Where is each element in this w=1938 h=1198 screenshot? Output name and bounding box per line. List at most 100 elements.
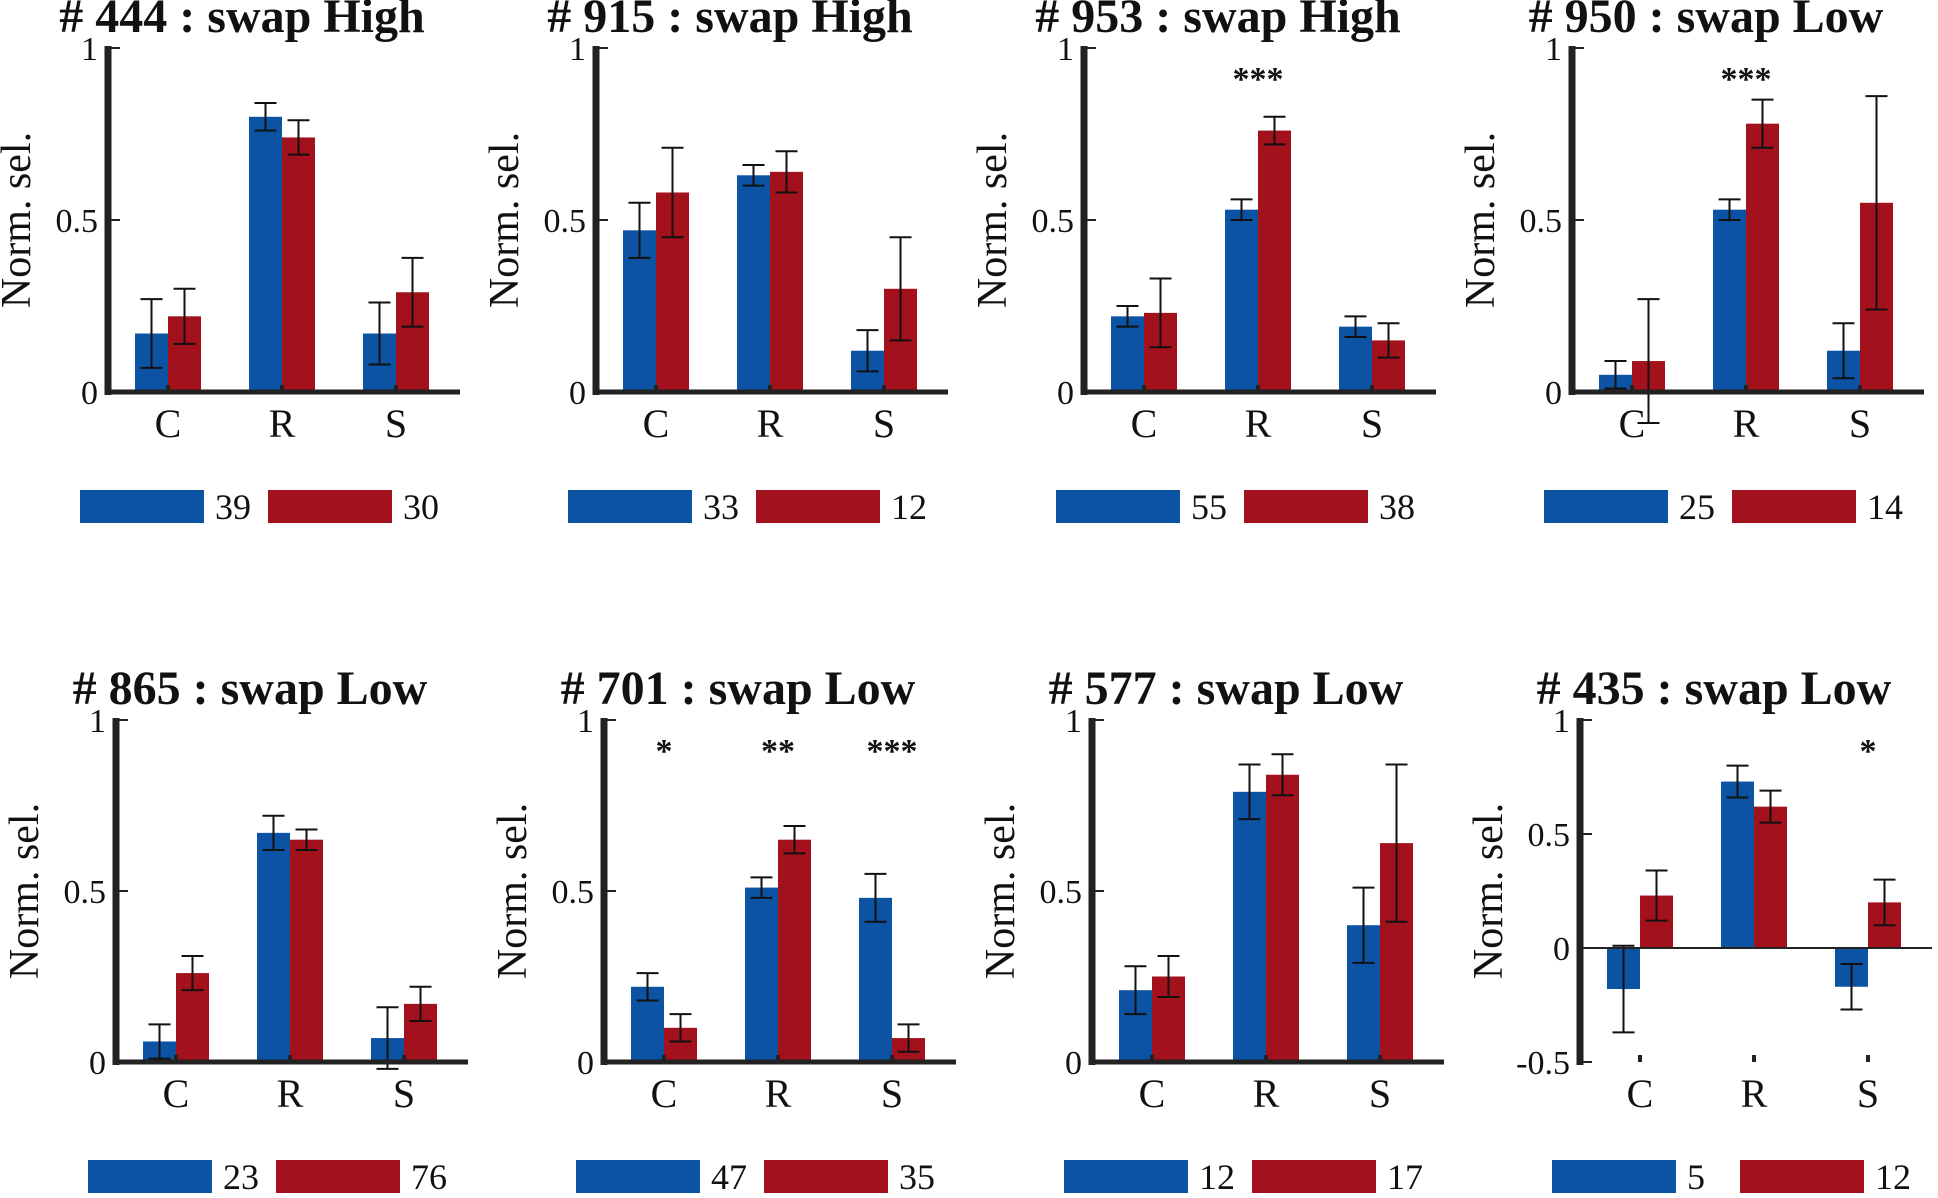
significance-stars: ** [761, 733, 795, 770]
y-tick-label: 1 [89, 703, 106, 740]
y-tick-label: 0.5 [64, 874, 107, 911]
legend-count-blue: 33 [703, 487, 739, 527]
y-tick-label: 1 [1545, 31, 1562, 68]
y-tick-label: 1 [569, 31, 586, 68]
legend-count-red: 30 [403, 487, 439, 527]
x-category-label: S [385, 401, 407, 446]
x-category-label: R [277, 1071, 304, 1116]
y-tick-label: 0 [1545, 375, 1562, 412]
x-category-label: S [1361, 401, 1383, 446]
bar-blue-R [1713, 209, 1746, 392]
x-category-label: C [643, 401, 670, 446]
x-category-label: S [873, 401, 895, 446]
legend-count-red: 12 [891, 487, 927, 527]
bar-blue-R [1721, 781, 1754, 948]
y-tick-label: 0.5 [1520, 203, 1563, 240]
y-tick-label: -0.5 [1516, 1045, 1570, 1082]
significance-stars: *** [867, 733, 918, 770]
y-tick-label: 0.5 [552, 874, 595, 911]
y-tick-label: 0.5 [1528, 817, 1571, 854]
y-tick-label: 1 [1057, 31, 1074, 68]
chart-panel-0: # 444 : swap High Norm. sel. 0 0.5 1 C R S 39 30 [0, 0, 460, 527]
chart-panel-7: # 435 : swap Low Norm. sel. -0.5 0 0.5 1 C R S * 5… [1466, 662, 1932, 1197]
chart-title: # 435 : swap Low [1537, 662, 1892, 715]
legend-swatch-red [1244, 490, 1368, 523]
legend-swatch-red [1732, 490, 1856, 523]
bar-blue-R [257, 832, 290, 1062]
bar-red-R [1266, 774, 1299, 1062]
legend-count-blue: 47 [711, 1157, 747, 1197]
legend-swatch-red [756, 490, 880, 523]
y-axis-label: Norm. sel. [2, 803, 48, 979]
x-category-label: S [1369, 1071, 1391, 1116]
bar-red-R [1746, 123, 1779, 393]
bar-blue-R [737, 175, 770, 392]
legend-count-blue: 25 [1679, 487, 1715, 527]
legend-swatch-blue [88, 1160, 212, 1193]
legend-count-red: 38 [1379, 487, 1415, 527]
legend-count-red: 35 [899, 1157, 935, 1197]
chart-panel-4: # 865 : swap Low Norm. sel. 0 0.5 1 C R S 23 76 [2, 662, 468, 1197]
legend-swatch-blue [1064, 1160, 1188, 1193]
y-tick-label: 0.5 [544, 203, 587, 240]
x-category-label: R [1253, 1071, 1280, 1116]
legend-swatch-red [268, 490, 392, 523]
y-axis-label: Norm. sel. [482, 132, 528, 308]
legend-swatch-blue [80, 490, 204, 523]
x-category-label: C [651, 1071, 678, 1116]
y-tick-label: 0 [1057, 375, 1074, 412]
legend-swatch-blue [1544, 490, 1668, 523]
x-category-label: S [1849, 401, 1871, 446]
x-category-label: R [765, 1071, 792, 1116]
bar-blue-R [249, 116, 282, 393]
legend-count-red: 76 [411, 1157, 447, 1197]
legend-swatch-blue [576, 1160, 700, 1193]
x-category-label: C [163, 1071, 190, 1116]
significance-stars: * [656, 733, 673, 770]
y-tick-label: 0 [81, 375, 98, 412]
x-category-label: S [393, 1071, 415, 1116]
y-tick-label: 1 [577, 703, 594, 740]
chart-title: # 444 : swap High [59, 0, 424, 43]
x-category-label: S [1857, 1071, 1879, 1116]
legend-count-blue: 23 [223, 1157, 259, 1197]
y-axis-label: Norm. sel. [490, 803, 536, 979]
legend-swatch-blue [568, 490, 692, 523]
x-category-label: R [757, 401, 784, 446]
y-tick-label: 0.5 [1040, 874, 1083, 911]
x-category-label: C [1627, 1071, 1654, 1116]
y-axis-label: Norm. sel. [1458, 132, 1504, 308]
x-category-label: C [1131, 401, 1158, 446]
x-category-label: R [269, 401, 296, 446]
chart-title: # 950 : swap Low [1529, 0, 1884, 43]
bar-red-R [282, 137, 315, 392]
y-axis-label: Norm. sel. [970, 132, 1016, 308]
y-tick-label: 0.5 [1032, 203, 1075, 240]
chart-title: # 865 : swap Low [73, 662, 428, 715]
y-tick-label: 0.5 [56, 203, 99, 240]
legend-swatch-red [1740, 1160, 1864, 1193]
legend-count-red: 17 [1387, 1157, 1423, 1197]
significance-stars: *** [1233, 61, 1284, 98]
chart-title: # 577 : swap Low [1049, 662, 1404, 715]
bar-red-R [1258, 130, 1291, 392]
y-tick-label: 0 [89, 1045, 106, 1082]
legend-swatch-red [764, 1160, 888, 1193]
legend-swatch-red [1252, 1160, 1376, 1193]
y-axis-label: Norm. sel. [1466, 803, 1512, 979]
chart-panel-1: # 915 : swap High Norm. sel. 0 0.5 1 C R S 33 12 [482, 0, 948, 527]
y-tick-label: 1 [81, 31, 98, 68]
x-category-label: R [1741, 1071, 1768, 1116]
bar-red-R [290, 839, 323, 1062]
chart-panel-2: # 953 : swap High Norm. sel. 0 0.5 1 C R *** S 55… [970, 0, 1436, 527]
y-tick-label: 0 [1065, 1045, 1082, 1082]
x-category-label: C [1619, 401, 1646, 446]
significance-stars: *** [1721, 61, 1772, 98]
chart-panel-5: # 701 : swap Low Norm. sel. 0 0.5 1 C * R ** S ***… [490, 662, 956, 1197]
chart-panel-6: # 577 : swap Low Norm. sel. 0 0.5 1 C R S 12 17 [978, 662, 1444, 1197]
legend-swatch-blue [1552, 1160, 1676, 1193]
bar-blue-R [745, 887, 778, 1062]
bar-blue-C [1111, 316, 1144, 392]
